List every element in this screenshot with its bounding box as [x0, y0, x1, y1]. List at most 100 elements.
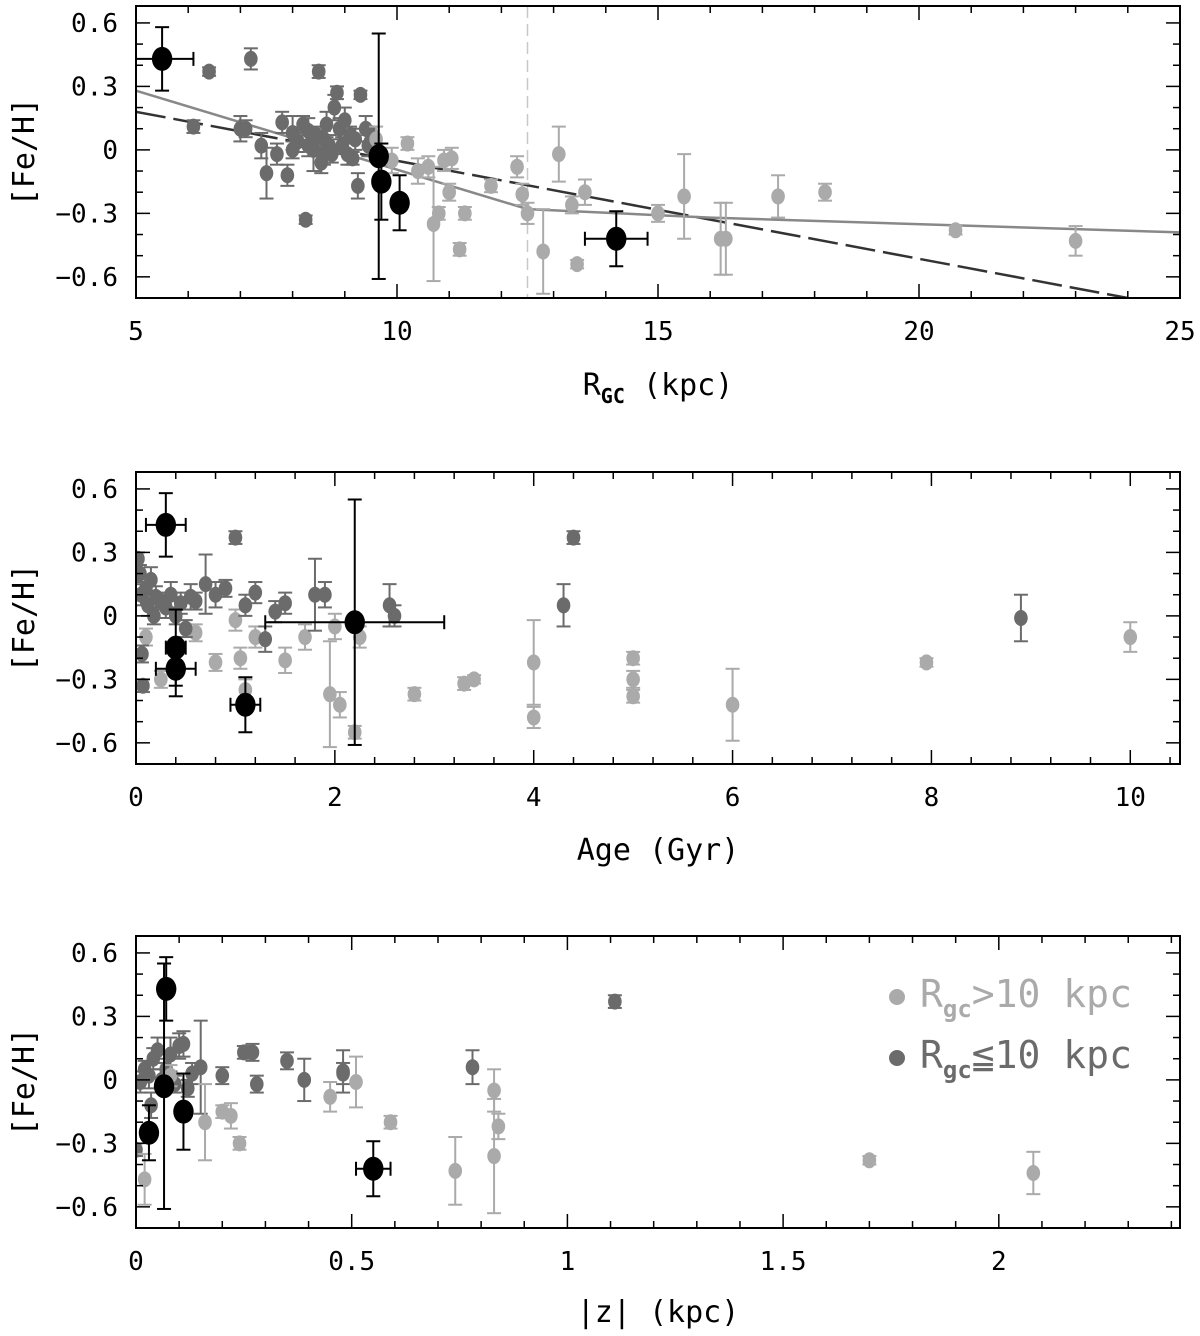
data-point-light: [278, 646, 293, 675]
y-tick-label: −0.6: [55, 263, 118, 293]
marker-dark: [186, 118, 201, 135]
plot-area: [136, 6, 1180, 298]
marker-light: [536, 243, 550, 260]
marker-dark: [259, 165, 274, 182]
data-point-dark: [249, 1074, 264, 1094]
y-axis-label: [Fe/H]: [7, 1028, 42, 1136]
x-axis-label-main: R: [583, 368, 602, 403]
marker-dark: [254, 137, 269, 154]
marker-light: [526, 654, 541, 671]
data-point-light: [444, 146, 459, 170]
marker-dark: [556, 597, 571, 614]
data-point-light: [487, 1068, 502, 1113]
marker-light: [328, 618, 342, 635]
data-point-light: [862, 1152, 877, 1169]
data-point-dark: [307, 557, 322, 632]
marker-dark: [215, 1067, 230, 1084]
data-point-light: [536, 208, 551, 295]
marker-dark: [150, 1042, 165, 1059]
data-point-light: [208, 652, 223, 672]
marker-light: [1123, 629, 1138, 646]
marker-dark: [208, 586, 223, 603]
y-tick-label: 0: [102, 136, 118, 166]
data-point-dark: [136, 644, 149, 664]
data-point-light: [491, 1112, 506, 1141]
data-point-light: [551, 125, 566, 183]
marker-light: [725, 696, 740, 713]
marker-black: [368, 144, 389, 169]
marker-light: [458, 205, 472, 222]
legend: Rgc>10 kpc Rgc≦10 kpc: [889, 972, 1132, 1084]
marker-dark: [270, 146, 284, 163]
data-point-dark: [556, 583, 571, 628]
marker-dark: [136, 550, 145, 567]
x-tick-label: 6: [725, 783, 741, 813]
data-point-black: [264, 498, 446, 746]
marker-dark: [228, 529, 243, 546]
data-point-black: [583, 210, 649, 268]
data-point-light: [298, 623, 313, 651]
data-point-black: [138, 1104, 160, 1162]
data-point-dark: [317, 581, 332, 609]
marker-dark: [298, 211, 313, 228]
marker-light: [411, 163, 425, 180]
data-point-dark: [301, 117, 316, 145]
marker-light: [232, 1135, 247, 1152]
axes-frame: [135, 935, 1181, 1229]
data-point-black: [368, 32, 389, 280]
marker-black: [235, 692, 256, 717]
marker-light: [487, 1082, 501, 1099]
marker-light: [228, 612, 243, 629]
data-point-dark: [1013, 593, 1028, 643]
marker-black: [155, 976, 177, 1001]
marker-black: [363, 1156, 384, 1181]
y-tick-label: −0.3: [55, 199, 118, 229]
data-point-light: [526, 619, 541, 706]
x-tick-label: 10: [1115, 783, 1146, 813]
data-point-light: [400, 135, 415, 152]
marker-dark: [136, 645, 149, 662]
legend-label-outer: Rgc>10 kpc: [920, 972, 1132, 1023]
data-point-light: [232, 1135, 247, 1152]
marker-black: [606, 226, 627, 251]
data-point-black: [389, 174, 410, 232]
y-tick-label: −0.6: [55, 729, 118, 759]
x-tick-label: 8: [924, 783, 940, 813]
x-axis-label-main: |z| (kpc): [577, 1295, 740, 1330]
data-point-dark: [279, 1051, 294, 1071]
x-tick-label: 1.5: [760, 1247, 807, 1277]
data-point-light: [407, 686, 422, 703]
panel-z: Rgc>10 kpc Rgc≦10 kpc 0 0.5 1 1.5 2 −0.6 −0.3 0…: [7, 935, 1181, 1330]
data-point-dark: [254, 131, 269, 160]
x-axis-label: |z| (kpc): [577, 1295, 740, 1330]
marker-dark: [164, 586, 178, 603]
data-point-light: [626, 669, 641, 689]
legend-marker-inner: [889, 1050, 905, 1066]
marker-light: [278, 652, 292, 669]
marker-light: [771, 188, 785, 205]
data-point-black: [153, 962, 175, 1210]
marker-light: [1068, 232, 1083, 249]
marker-light: [552, 146, 566, 163]
y-tick-label: −0.3: [55, 665, 118, 695]
marker-black: [151, 46, 173, 71]
marker-light: [1026, 1164, 1041, 1181]
x-axis-label-rest: (kpc): [625, 368, 733, 403]
y-tick-label: 0.3: [71, 1002, 118, 1032]
data-point-light: [651, 203, 665, 223]
y-axis-label: [Fe/H]: [7, 98, 42, 206]
marker-dark: [198, 576, 213, 593]
data-point-dark: [186, 118, 201, 135]
marker-dark: [278, 595, 292, 612]
plot-area: [136, 492, 1138, 749]
data-point-black: [229, 676, 262, 734]
data-point-light: [426, 165, 441, 283]
data-point-light: [349, 1055, 364, 1109]
data-point-light: [457, 205, 472, 222]
marker-black: [173, 1099, 194, 1124]
marker-light: [323, 686, 337, 703]
marker-light: [651, 205, 665, 222]
data-point-light: [725, 667, 740, 742]
x-tick-label: 10: [381, 317, 412, 347]
marker-light: [948, 222, 963, 239]
